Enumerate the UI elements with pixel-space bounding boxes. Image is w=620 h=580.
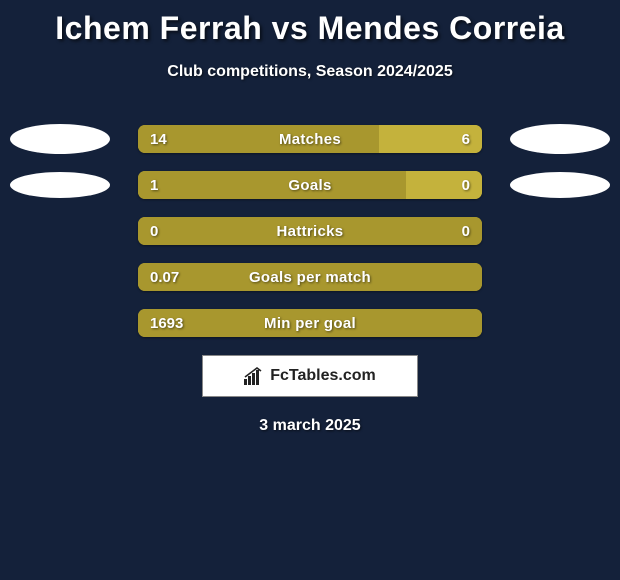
stat-row: Matches146: [0, 125, 620, 153]
stat-row: Goals10: [0, 171, 620, 199]
snapshot-date: 3 march 2025: [0, 417, 620, 435]
brand-text: FcTables.com: [270, 367, 376, 385]
stat-bar-left: [138, 309, 482, 337]
team-logo-right: [510, 172, 610, 198]
stat-bar-track: Hattricks00: [138, 217, 482, 245]
stat-bar-right: [379, 125, 482, 153]
team-logo-left: [10, 124, 110, 154]
brand-inner: FcTables.com: [244, 367, 376, 385]
stat-bar-track: Min per goal1693: [138, 309, 482, 337]
stat-bar-left: [138, 263, 482, 291]
stat-bar-right: [406, 171, 482, 199]
stat-row: Goals per match0.07: [0, 263, 620, 291]
comparison-title: Ichem Ferrah vs Mendes Correia: [0, 0, 620, 47]
comparison-subtitle: Club competitions, Season 2024/2025: [0, 63, 620, 81]
stat-row: Min per goal1693: [0, 309, 620, 337]
stat-bar-track: Goals per match0.07: [138, 263, 482, 291]
stat-bar-track: Matches146: [138, 125, 482, 153]
stat-bar-track: Goals10: [138, 171, 482, 199]
stat-rows-container: Matches146 Goals10 Hattricks00 Goals per ma…: [0, 125, 620, 337]
brand-chart-icon: [244, 367, 266, 385]
team-logo-left: [10, 172, 110, 198]
stat-bar-left: [138, 171, 406, 199]
brand-box: FcTables.com: [202, 355, 418, 397]
stat-bar-left: [138, 217, 482, 245]
team-logo-right: [510, 124, 610, 154]
stat-bar-left: [138, 125, 379, 153]
stat-row: Hattricks00: [0, 217, 620, 245]
